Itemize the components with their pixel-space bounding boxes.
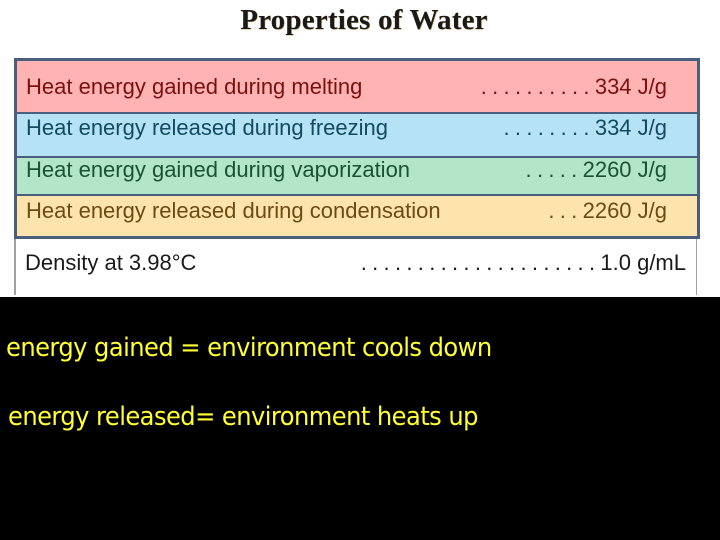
- table-row-density: Density at 3.98°C ..................... …: [14, 239, 697, 295]
- row-value: 2260 J/g: [582, 198, 667, 223]
- note-energy-released: energy released= environment heats up: [8, 402, 478, 432]
- row-value: 334 J/g: [594, 115, 667, 140]
- table-row-condensation: Heat energy released during condensation…: [17, 196, 697, 236]
- properties-table: Heat energy gained during melting ......…: [14, 58, 700, 295]
- notes-section: energy gained = environment cools down e…: [0, 297, 720, 540]
- row-label: Heat energy released during freezing: [26, 115, 389, 140]
- row-label: Density at 3.98°C: [25, 250, 197, 275]
- row-label: Heat energy gained during vaporization: [26, 157, 411, 182]
- table-row-melting: Heat energy gained during melting ......…: [17, 61, 697, 112]
- dot-leader: .....................: [360, 250, 601, 275]
- row-value: 334 J/g: [594, 74, 667, 99]
- dot-leader: .....: [525, 158, 583, 182]
- note-energy-gained: energy gained = environment cools down: [6, 333, 492, 363]
- properties-panel: Properties of Water Heat energy gained d…: [0, 0, 720, 297]
- row-label: Heat energy gained during melting: [26, 74, 363, 99]
- row-value: 1.0 g/mL: [600, 250, 686, 275]
- heat-energy-block: Heat energy gained during melting ......…: [14, 58, 700, 239]
- table-row-vaporization: Heat energy gained during vaporization .…: [17, 158, 697, 194]
- row-label: Heat energy released during condensation: [26, 198, 441, 223]
- dot-leader: ...: [548, 198, 583, 223]
- dot-leader: ..........: [480, 74, 595, 99]
- row-value: 2260 J/g: [582, 157, 667, 182]
- table-row-freezing: Heat energy released during freezing ...…: [17, 114, 697, 156]
- page-title: Properties of Water: [240, 4, 488, 36]
- dot-leader: ........: [503, 115, 595, 140]
